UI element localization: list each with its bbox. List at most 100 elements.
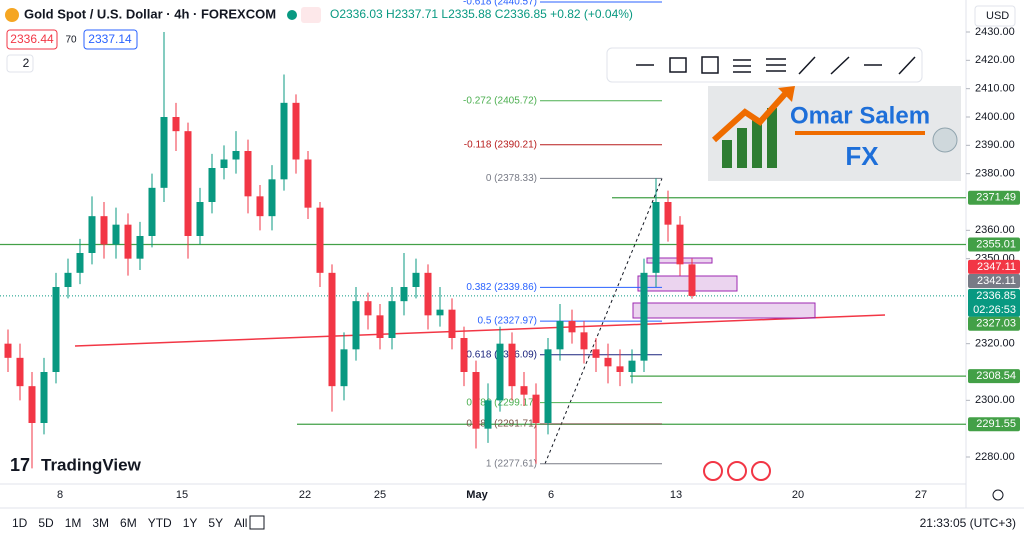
x-tick-label: 15 xyxy=(176,489,188,501)
x-tick-label: 27 xyxy=(915,489,927,501)
countdown: 02:26:53 xyxy=(973,304,1016,316)
clock: 21:33:05 (UTC+3) xyxy=(920,516,1016,530)
candle-body xyxy=(244,151,252,197)
candle-body xyxy=(424,272,432,316)
candle-body xyxy=(4,343,12,358)
y-tick-label: 2320.00 xyxy=(975,338,1015,350)
range-button[interactable]: All xyxy=(234,516,247,530)
candle-body xyxy=(208,168,216,202)
buy-button[interactable] xyxy=(83,29,138,50)
y-tick-label: 2410.00 xyxy=(975,83,1015,95)
candle-body xyxy=(496,343,504,401)
logo-text: FX xyxy=(845,141,879,171)
y-tick-label: 2430.00 xyxy=(975,26,1015,38)
logo-text: Omar Salem xyxy=(790,102,930,129)
candle-body xyxy=(76,253,84,273)
candle-body xyxy=(592,349,600,358)
candle-body xyxy=(328,272,336,387)
candle-body xyxy=(436,309,444,316)
candle-body xyxy=(136,236,144,259)
fib-label: 0.382 (2339.86) xyxy=(466,282,537,293)
range-button[interactable]: 3M xyxy=(92,516,109,530)
candle-body xyxy=(100,216,108,245)
buy-price: 2337.14 xyxy=(88,32,132,46)
event-flags xyxy=(703,461,771,481)
plot: -0.618 (2440.57) -0.272 (2405.72) -0.118 (… xyxy=(0,0,966,469)
symbol-title[interactable]: Gold Spot / U.S. Dollar · 4h · FOREXCOM xyxy=(24,6,276,21)
candle-body xyxy=(196,202,204,236)
logo: Omar Salem FX xyxy=(708,86,961,181)
candle-body xyxy=(64,272,72,287)
range-button[interactable]: 6M xyxy=(120,516,137,530)
fib-label: 0.786 (2299.17) xyxy=(466,397,537,408)
fib-label: -0.118 (2390.21) xyxy=(464,139,537,150)
watermark: TradingView xyxy=(41,455,142,474)
price-label: 2291.55 xyxy=(976,418,1016,430)
candle-body xyxy=(124,224,132,259)
candle-body xyxy=(112,224,120,245)
price-label: 2308.54 xyxy=(976,370,1016,382)
y-tick-label: 2280.00 xyxy=(975,451,1015,463)
range-button[interactable]: 5D xyxy=(38,516,54,530)
price-label-box xyxy=(968,288,1020,317)
candle-body xyxy=(580,332,588,350)
price-label: 2336.85 xyxy=(976,290,1016,302)
range-button[interactable]: YTD xyxy=(148,516,172,530)
candle-body xyxy=(484,400,492,429)
x-tick-label: 13 xyxy=(670,489,682,501)
fib-label: 0.886 (2291.71) xyxy=(466,418,537,429)
candle-body xyxy=(232,151,240,160)
price-label-box xyxy=(968,316,1020,331)
candle-body xyxy=(280,102,288,180)
y-tick-label: 2420.00 xyxy=(975,54,1015,66)
price-label-box xyxy=(968,417,1020,432)
currency-button[interactable] xyxy=(974,5,1016,27)
candle-body xyxy=(568,321,576,333)
y-tick-label: 2300.00 xyxy=(975,394,1015,406)
price-label: 2342.11 xyxy=(977,275,1016,287)
candle-body xyxy=(520,386,528,395)
candle-body xyxy=(16,357,24,387)
range-button[interactable]: 1Y xyxy=(183,516,198,530)
sell-button[interactable] xyxy=(6,29,58,50)
candle-body xyxy=(148,187,156,236)
zone xyxy=(632,302,816,319)
range-button[interactable]: 1D xyxy=(12,516,28,530)
fib-label: 0.5 (2327.97) xyxy=(478,316,538,327)
candle-body xyxy=(28,386,36,423)
date-range-icon[interactable] xyxy=(249,515,265,530)
candle-body xyxy=(376,315,384,338)
fib-label: 0 (2378.33) xyxy=(486,173,537,184)
candle-body xyxy=(556,321,564,350)
price-label: 2347.11 xyxy=(977,261,1016,273)
y-tick-label: 2380.00 xyxy=(975,168,1015,180)
zone xyxy=(637,275,738,292)
indicators-count: 2 xyxy=(23,56,30,70)
fib-label: 1 (2277.61) xyxy=(486,458,537,469)
trendline xyxy=(74,314,886,347)
market-status xyxy=(287,10,297,20)
range-button[interactable]: 1M xyxy=(65,516,82,530)
watermark-icon: 17 xyxy=(10,455,30,475)
price-label: 2327.03 xyxy=(976,318,1016,330)
fib-label: -0.272 (2405.72) xyxy=(463,95,537,106)
candle-body xyxy=(460,338,468,372)
price-label-box xyxy=(968,274,1020,289)
candle-body xyxy=(340,349,348,387)
x-tick-label: 20 xyxy=(792,489,804,501)
candle-body xyxy=(628,360,636,372)
price-label: 2355.01 xyxy=(976,238,1016,250)
candle-body xyxy=(172,117,180,132)
candle-body xyxy=(616,366,624,372)
y-tick-label: 2360.00 xyxy=(975,224,1015,236)
price-label: 2371.49 xyxy=(976,192,1016,204)
indicators-toggle[interactable] xyxy=(6,54,34,73)
price-label-box xyxy=(968,259,1020,274)
range-button[interactable]: 5Y xyxy=(208,516,223,530)
x-tick-label: 25 xyxy=(374,489,386,501)
settings-icon[interactable] xyxy=(992,489,1004,501)
candle-body xyxy=(304,159,312,208)
price-label-box xyxy=(968,190,1020,205)
candle-body xyxy=(352,301,360,350)
candle-body xyxy=(472,372,480,429)
